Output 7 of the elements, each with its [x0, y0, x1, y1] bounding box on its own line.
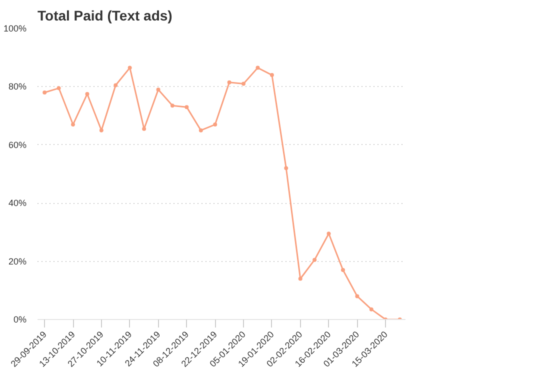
y-tick-label: 20% — [8, 256, 26, 266]
y-tick-label: 0% — [13, 314, 27, 324]
y-tick-label: 40% — [8, 198, 26, 208]
y-tick-label: 80% — [8, 82, 26, 92]
y-tick-label: 100% — [3, 24, 27, 34]
y-tick-label: 60% — [8, 140, 26, 150]
chart-title: Total Paid (Text ads) — [38, 8, 172, 24]
